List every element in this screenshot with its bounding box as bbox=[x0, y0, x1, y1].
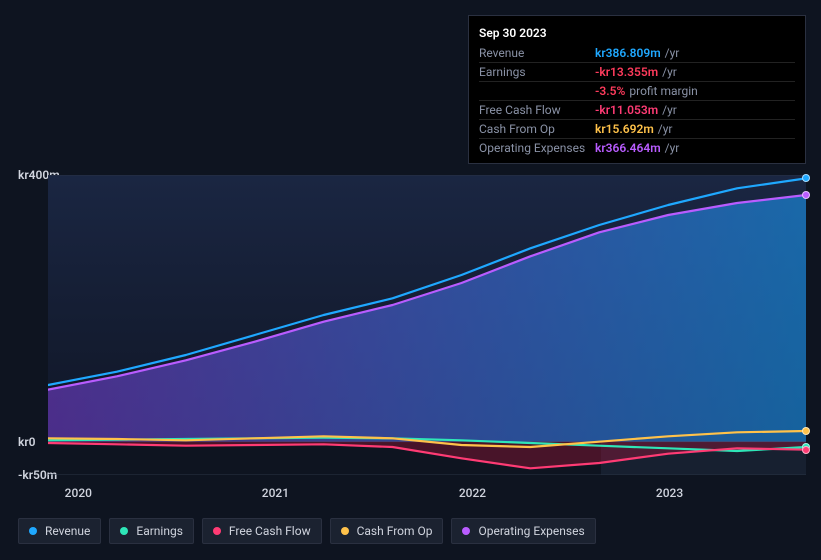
legend: Revenue Earnings Free Cash Flow Cash From O… bbox=[18, 518, 596, 544]
legend-label: Operating Expenses bbox=[478, 524, 584, 538]
tooltip-suffix: /yr bbox=[665, 46, 680, 60]
tooltip-value: kr15.692m bbox=[595, 122, 654, 136]
legend-dot-icon bbox=[341, 527, 349, 535]
tooltip-panel: Sep 30 2023 Revenuekr386.809m/yrEarnings… bbox=[468, 15, 806, 164]
tooltip-label: Earnings bbox=[479, 65, 595, 79]
legend-item[interactable]: Earnings bbox=[109, 518, 194, 544]
legend-dot-icon bbox=[462, 527, 470, 535]
tooltip-label: Cash From Op bbox=[479, 122, 595, 136]
legend-label: Earnings bbox=[136, 524, 183, 538]
tooltip-suffix: profit margin bbox=[629, 84, 697, 98]
legend-dot-icon bbox=[29, 527, 37, 535]
x-axis-label: 2023 bbox=[656, 486, 683, 500]
tooltip-suffix: /yr bbox=[658, 122, 673, 136]
tooltip-label: Revenue bbox=[479, 46, 595, 60]
tooltip-suffix: /yr bbox=[665, 141, 680, 155]
tooltip-suffix: /yr bbox=[662, 65, 677, 79]
tooltip-suffix: /yr bbox=[662, 103, 677, 117]
legend-item[interactable]: Revenue bbox=[18, 518, 101, 544]
legend-label: Revenue bbox=[45, 524, 90, 538]
legend-label: Free Cash Flow bbox=[229, 524, 311, 538]
legend-dot-icon bbox=[120, 527, 128, 535]
tooltip-label bbox=[479, 84, 595, 98]
tooltip-value: -kr11.053m bbox=[595, 103, 658, 117]
tooltip-row: Operating Expenseskr366.464m/yr bbox=[479, 138, 795, 157]
legend-item[interactable]: Operating Expenses bbox=[451, 518, 595, 544]
tooltip-row: Earnings-kr13.355m/yr bbox=[479, 62, 795, 81]
series-marker bbox=[802, 174, 810, 182]
y-axis-label: kr0 bbox=[18, 435, 36, 449]
tooltip-label: Operating Expenses bbox=[479, 141, 595, 155]
chart-plot bbox=[48, 175, 806, 475]
tooltip-row: -3.5% profit margin bbox=[479, 81, 795, 100]
chart-area: kr400mkr0-kr50m bbox=[18, 160, 808, 475]
x-axis-label: 2020 bbox=[65, 486, 92, 500]
series-marker bbox=[802, 427, 810, 435]
tooltip-row: Cash From Opkr15.692m/yr bbox=[479, 119, 795, 138]
series-marker bbox=[802, 191, 810, 199]
series-marker bbox=[802, 446, 810, 454]
x-axis-label: 2021 bbox=[262, 486, 289, 500]
tooltip-value: kr386.809m bbox=[595, 46, 661, 60]
legend-item[interactable]: Free Cash Flow bbox=[202, 518, 322, 544]
legend-item[interactable]: Cash From Op bbox=[330, 518, 444, 544]
tooltip-date: Sep 30 2023 bbox=[479, 22, 795, 44]
tooltip-row: Revenuekr386.809m/yr bbox=[479, 44, 795, 62]
tooltip-label: Free Cash Flow bbox=[479, 103, 595, 117]
x-axis-label: 2022 bbox=[459, 486, 486, 500]
legend-label: Cash From Op bbox=[357, 524, 433, 538]
legend-dot-icon bbox=[213, 527, 221, 535]
tooltip-value: -3.5% bbox=[595, 84, 625, 98]
tooltip-value: kr366.464m bbox=[595, 141, 661, 155]
tooltip-value: -kr13.355m bbox=[595, 65, 658, 79]
tooltip-row: Free Cash Flow-kr11.053m/yr bbox=[479, 100, 795, 119]
